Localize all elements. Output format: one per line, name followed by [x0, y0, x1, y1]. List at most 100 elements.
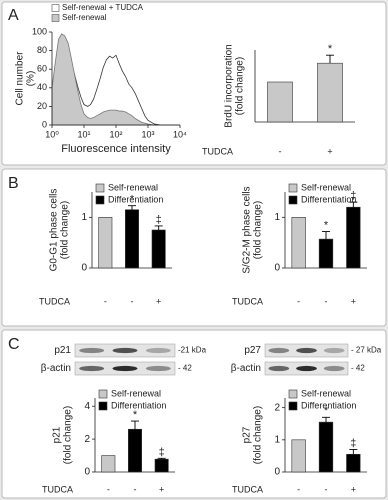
blot-band — [112, 365, 138, 372]
y-tick-label: 0 — [81, 263, 87, 274]
legend-label: Differentiation — [301, 400, 356, 410]
significance-mark: * — [328, 43, 333, 55]
bar — [125, 209, 139, 269]
legend-label: Self-renewal — [301, 182, 351, 192]
x-tick-label: 10⁴ — [173, 129, 187, 139]
y-axis-label: (fold change) — [253, 406, 264, 464]
bar — [154, 458, 169, 473]
legend-swatch — [288, 389, 298, 399]
significance-mark: ‡ — [350, 437, 356, 449]
blot-size-label: -21 kDa — [178, 346, 207, 355]
blot-label: β-actin — [41, 363, 71, 374]
x-tick-label: + — [156, 296, 161, 306]
error-bar — [131, 420, 139, 430]
bar — [267, 81, 293, 123]
blot-band — [323, 347, 345, 354]
blot-band — [79, 365, 105, 372]
x-axis-label: Fluorescence intensity — [61, 143, 171, 155]
legend-label: Differentiation — [108, 194, 163, 204]
error-bar — [349, 449, 358, 455]
blot-size-label: - 27 kDa — [351, 346, 382, 355]
panel-label: B — [8, 175, 19, 192]
x-axis-label: TUDCA — [39, 296, 70, 306]
y-axis-label: G0-G1 phase cells — [49, 189, 60, 272]
x-tick-label: + — [351, 484, 356, 494]
significance-mark: * — [324, 405, 329, 417]
bar — [128, 428, 142, 473]
blot-band — [323, 365, 345, 372]
bar — [98, 217, 113, 269]
legend-swatch — [98, 389, 108, 399]
legend-label: Self-renewal + TUDCA — [62, 3, 144, 12]
bar — [346, 206, 361, 269]
error-bar — [322, 231, 330, 240]
x-tick-label: - — [325, 296, 328, 306]
y-axis-label: (fold change) — [235, 57, 246, 115]
error-bar — [154, 225, 163, 230]
y-axis-label: Cell number — [15, 51, 26, 106]
x-tick-label: - — [131, 296, 134, 306]
x-axis-label: TUDCA — [202, 146, 233, 156]
legend-swatch — [95, 183, 105, 193]
legend-swatch — [288, 195, 298, 205]
y-tick-label: 0 — [274, 467, 280, 478]
x-tick-label: 10¹ — [77, 129, 90, 139]
significance-mark: * — [130, 194, 135, 206]
error-bar — [349, 201, 358, 208]
error-bar — [157, 457, 166, 460]
y-tick-label: 2 — [84, 434, 90, 445]
x-axis-label: TUDCA — [232, 484, 263, 494]
significance-mark: ‡ — [159, 446, 165, 458]
x-tick-label: - — [104, 296, 107, 306]
blot-band — [296, 365, 317, 372]
y-tick-label: 20 — [37, 101, 47, 111]
y-axis-label: BrdU incorporation — [224, 44, 235, 127]
bar — [291, 439, 306, 473]
y-tick-label: 0 — [274, 263, 280, 274]
y-axis-label: S/G2-M phase cells — [242, 186, 253, 273]
blot-size-label: - 42 — [351, 364, 365, 373]
blot-band — [268, 365, 290, 372]
significance-mark: ‡ — [156, 214, 162, 226]
bar — [291, 217, 306, 269]
blot-band — [296, 347, 317, 354]
bar — [151, 229, 166, 269]
x-axis-label: TUDCA — [232, 296, 263, 306]
x-tick-label: - — [107, 484, 110, 494]
error-bar — [326, 54, 334, 64]
error-bar — [322, 416, 330, 423]
y-axis-label: p21 — [52, 426, 63, 443]
significance-mark: * — [324, 219, 329, 231]
legend-swatch — [288, 183, 298, 193]
y-axis-label: (fold change) — [60, 201, 71, 259]
x-tick-label: - — [279, 146, 282, 156]
x-tick-label: 10⁰ — [45, 129, 59, 139]
significance-mark: * — [133, 409, 138, 421]
y-tick-label: 0 — [84, 467, 90, 478]
legend-label: Self-renewal — [62, 13, 107, 22]
x-tick-label: + — [351, 296, 356, 306]
x-tick-label: 10² — [109, 129, 122, 139]
x-tick-label: - — [297, 484, 300, 494]
x-tick-label: 10³ — [141, 129, 154, 139]
x-tick-label: - — [325, 484, 328, 494]
y-axis-label: (fold change) — [63, 406, 74, 464]
blot-size-label: - 42 — [178, 364, 192, 373]
x-axis-label: TUDCA — [42, 484, 73, 494]
y-tick-label: 4 — [84, 401, 90, 412]
bar — [101, 455, 116, 473]
blot-label: p21 — [54, 345, 71, 356]
blot-band — [112, 347, 138, 354]
y-tick-label: 1 — [274, 212, 280, 223]
panel-b — [1, 168, 387, 327]
y-tick-label: 40 — [37, 82, 47, 92]
x-tick-label: + — [327, 146, 332, 156]
legend-label: Self-renewal — [111, 388, 161, 398]
y-tick-label: 2 — [274, 402, 280, 413]
bar — [346, 454, 361, 473]
y-tick-label: 0 — [42, 119, 47, 129]
legend-swatch — [95, 195, 105, 205]
error-bar — [128, 205, 136, 210]
x-tick-label: - — [134, 484, 137, 494]
